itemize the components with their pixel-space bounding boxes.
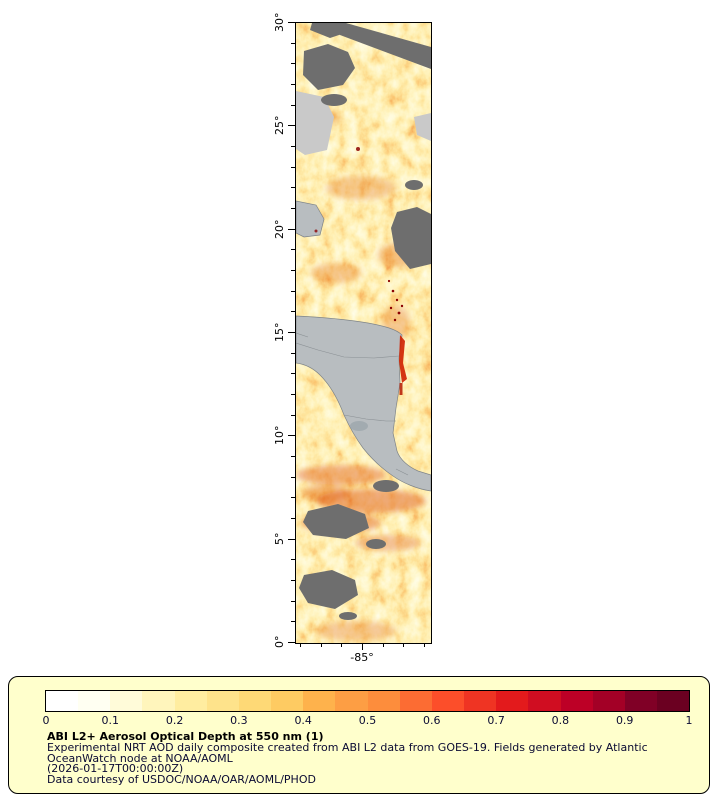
y-axis-label: 25° (273, 112, 286, 138)
legend-panel: 0 0.1 0.2 0.3 0.4 0.5 0.6 0.7 0.8 0.9 1 … (8, 676, 710, 794)
y-axis-label: 0° (273, 629, 286, 655)
axis-tick (288, 229, 295, 230)
axis-tick (288, 435, 295, 436)
colorbar-tick-label: 0.3 (230, 714, 248, 727)
colorbar-segment (432, 691, 464, 711)
colorbar-segment (110, 691, 142, 711)
colorbar-tick-label: 0.8 (552, 714, 570, 727)
axis-tick (362, 643, 363, 650)
colorbar-tick-labels: 0 0.1 0.2 0.3 0.4 0.5 0.6 0.7 0.8 0.9 1 (46, 714, 689, 727)
colorbar-segment (625, 691, 657, 711)
colorbar-segment (593, 691, 625, 711)
axis-tick (288, 539, 295, 540)
y-axis-label: 5° (273, 526, 286, 552)
colorbar-segment (400, 691, 432, 711)
axis-tick (288, 332, 295, 333)
aod-map (296, 23, 431, 643)
colorbar-segment (142, 691, 174, 711)
colorbar-tick-label: 0.7 (487, 714, 505, 727)
axis-tick (288, 22, 295, 23)
map-plot (295, 22, 432, 644)
page: 30° 25° 20° 15° 10° 5° 0° -85° (0, 0, 720, 800)
colorbar-segment (78, 691, 110, 711)
colorbar-segment (175, 691, 207, 711)
y-axis-label: 10° (273, 422, 286, 448)
x-axis-label: -85° (332, 651, 392, 664)
y-axis-label: 30° (273, 9, 286, 35)
legend-courtesy: Data courtesy of USDOC/NOAA/OAR/AOML/PHO… (47, 775, 648, 786)
colorbar-segment (303, 691, 335, 711)
colorbar-segment (239, 691, 271, 711)
colorbar-segment (368, 691, 400, 711)
colorbar-segment (496, 691, 528, 711)
y-axis-label: 15° (273, 319, 286, 345)
colorbar-tick-label: 1 (686, 714, 693, 727)
colorbar-segment (46, 691, 78, 711)
colorbar-tick-label: 0.1 (102, 714, 120, 727)
legend-text: ABI L2+ Aerosol Optical Depth at 550 nm … (47, 732, 648, 786)
colorbar-segment (335, 691, 367, 711)
colorbar-tick-label: 0.6 (423, 714, 441, 727)
lake-nicaragua (350, 421, 368, 431)
colorbar-segment (528, 691, 560, 711)
colorbar-segment (271, 691, 303, 711)
colorbar-tick-label: 0.9 (616, 714, 634, 727)
axis-tick (288, 642, 295, 643)
colorbar-tick-label: 0.2 (166, 714, 184, 727)
colorbar-segment (657, 691, 689, 711)
y-axis-label: 20° (273, 216, 286, 242)
axis-tick (288, 125, 295, 126)
colorbar (45, 690, 690, 712)
colorbar-tick-label: 0.5 (359, 714, 377, 727)
colorbar-tick-label: 0 (43, 714, 50, 727)
colorbar-tick-label: 0.4 (294, 714, 312, 727)
colorbar-segment (464, 691, 496, 711)
colorbar-segment (561, 691, 593, 711)
colorbar-segment (207, 691, 239, 711)
